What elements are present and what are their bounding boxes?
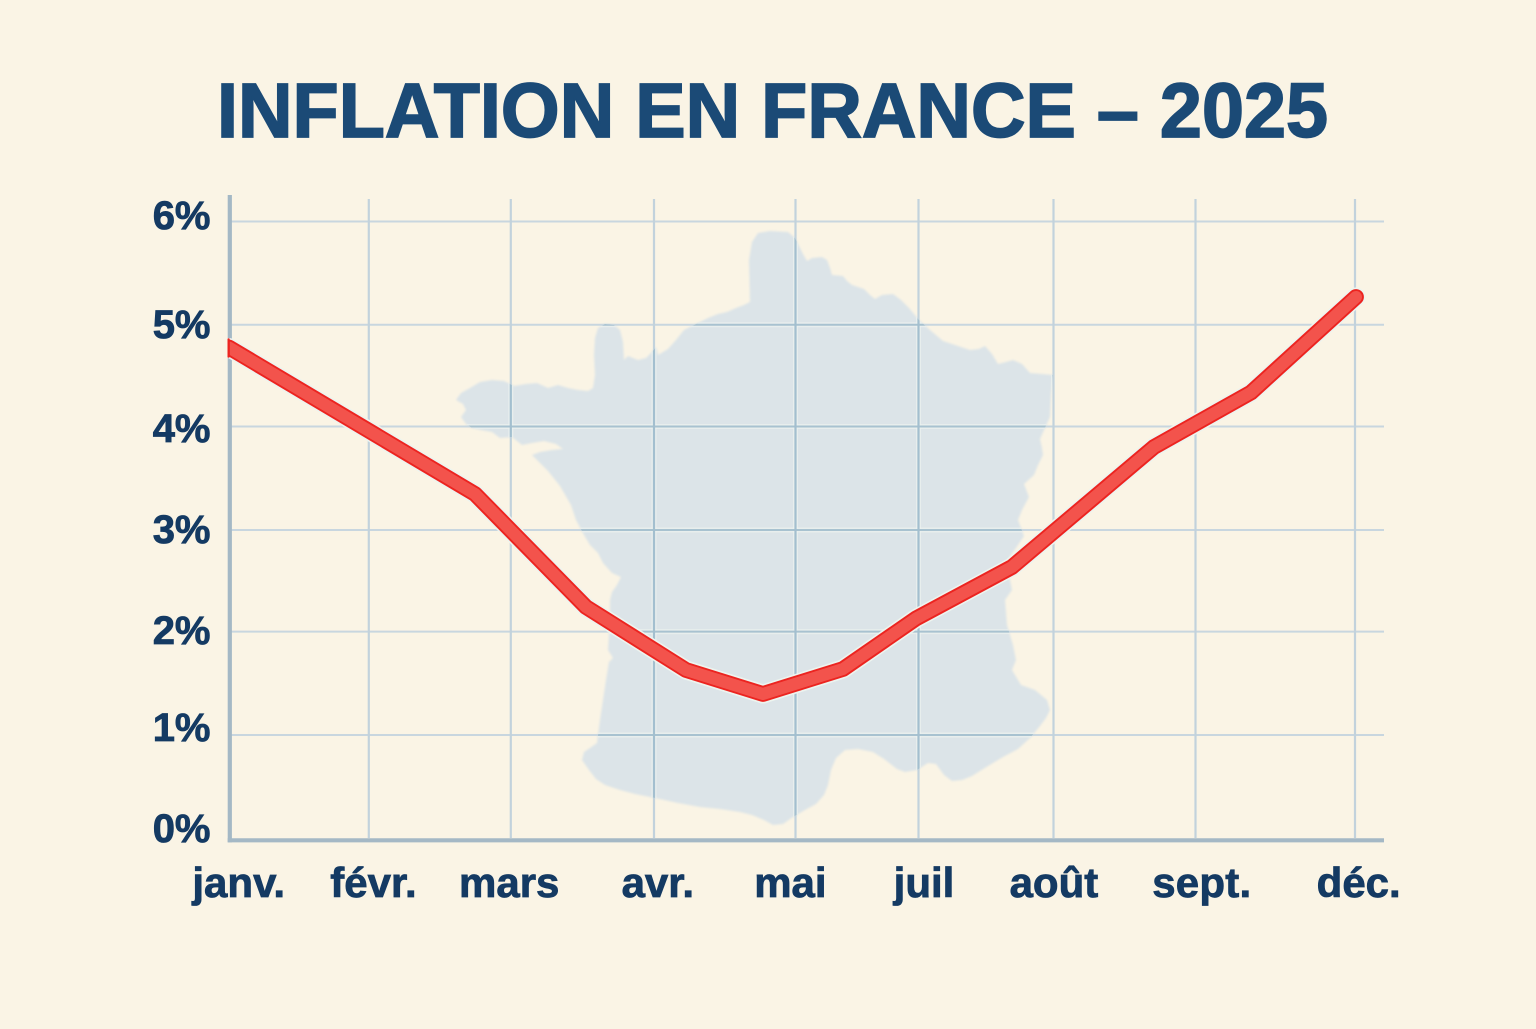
- svg-text:déc.: déc.: [1317, 859, 1401, 906]
- svg-text:1%: 1%: [153, 706, 211, 750]
- svg-text:janv.: janv.: [191, 859, 285, 906]
- svg-text:mai: mai: [754, 859, 826, 906]
- svg-text:août: août: [1010, 859, 1099, 906]
- svg-text:mars: mars: [459, 859, 559, 906]
- svg-text:INFLATION EN FRANCE – 2025: INFLATION EN FRANCE – 2025: [217, 68, 1328, 154]
- svg-text:5%: 5%: [153, 303, 211, 347]
- svg-text:févr.: févr.: [330, 859, 416, 906]
- svg-text:3%: 3%: [153, 508, 211, 552]
- svg-text:avr.: avr.: [622, 859, 694, 906]
- svg-text:sept.: sept.: [1152, 859, 1251, 906]
- svg-text:6%: 6%: [153, 194, 211, 238]
- svg-text:juil: juil: [893, 859, 955, 906]
- svg-text:4%: 4%: [153, 407, 211, 451]
- svg-text:0%: 0%: [153, 807, 211, 851]
- svg-text:2%: 2%: [153, 609, 211, 653]
